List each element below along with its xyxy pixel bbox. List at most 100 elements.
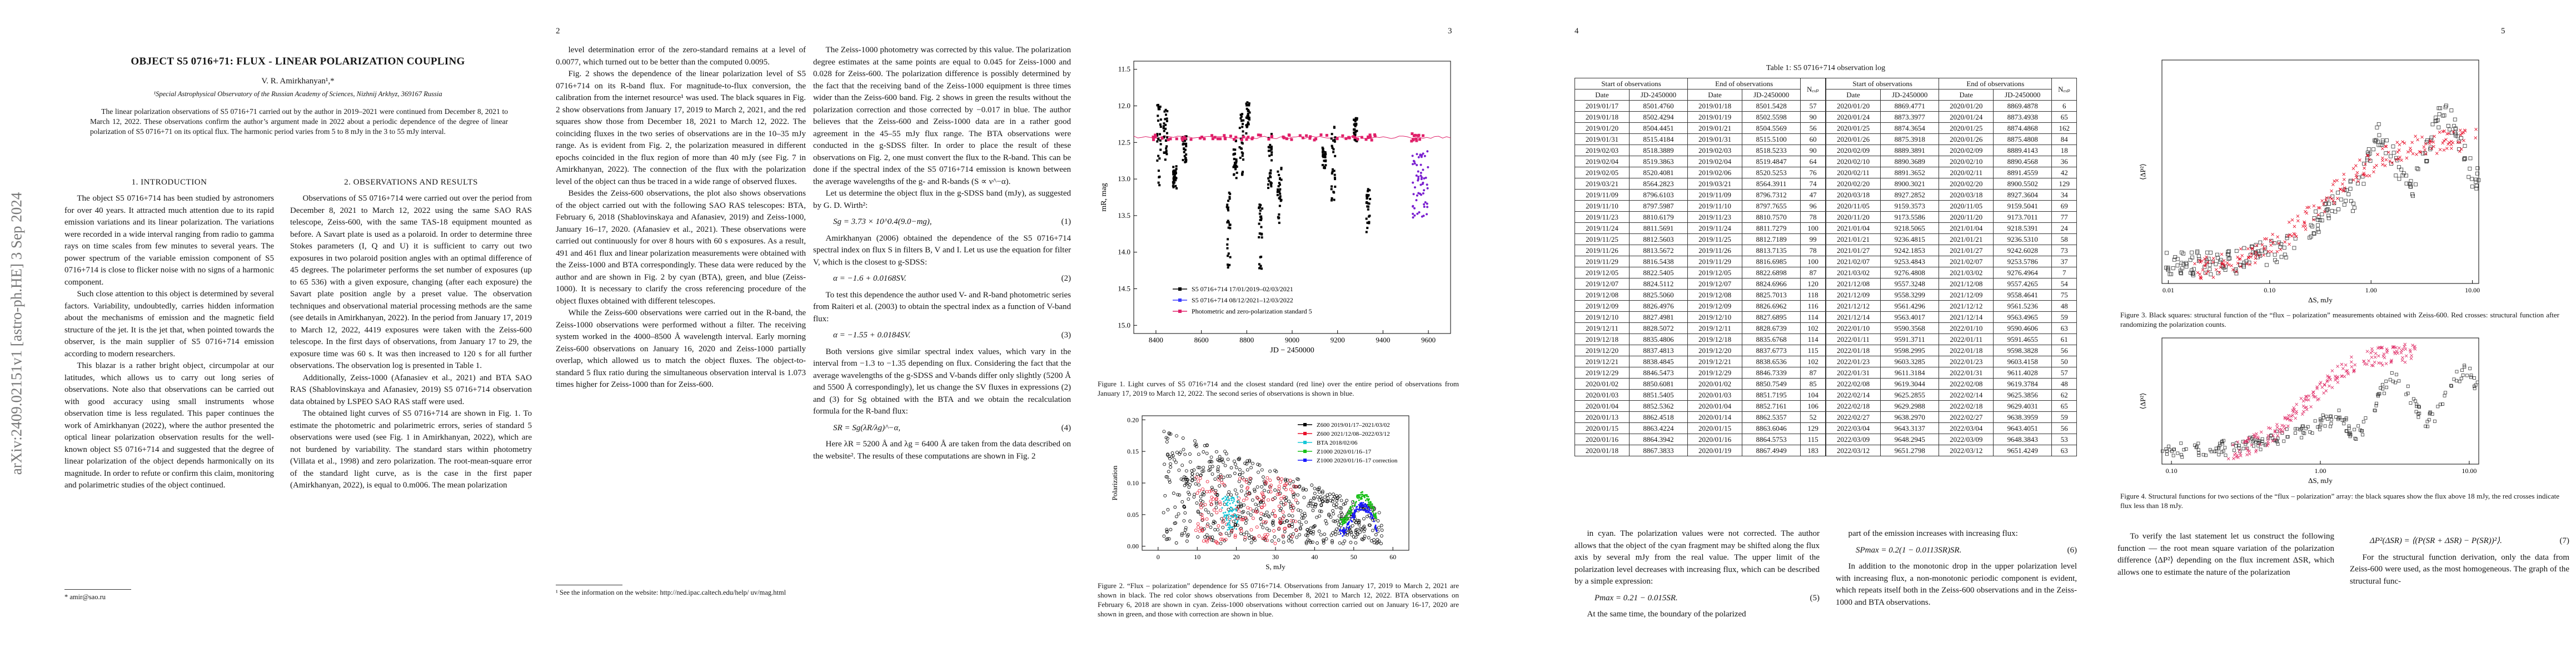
plot-point (1230, 526, 1232, 528)
plot-point (1228, 524, 1230, 526)
y-tick-label: 14.5 (1118, 285, 1130, 293)
table-cell: 7 (2051, 267, 2077, 278)
table-cell: 2021/03/02 (1939, 267, 1994, 278)
plot-point (1278, 177, 1281, 180)
table-cell: 9236.4815 (1880, 233, 1940, 245)
plot-point (1361, 491, 1363, 493)
plot-point (1278, 521, 1282, 525)
table-cell: 2020/01/04 (1575, 400, 1630, 412)
plot-point (2309, 235, 2313, 238)
paragraph: For the structural function derivation, … (2350, 552, 2569, 586)
header-cell: JD-2450000 (1628, 89, 1688, 101)
equation: α = −1.55 + 0.0184SV. (3) (833, 330, 1071, 342)
footnote: ¹ See the information on the website: ht… (556, 589, 786, 596)
plot-point (1228, 197, 1231, 200)
table-cell: 8869.4771 (1880, 100, 1940, 112)
plot-point (1267, 498, 1270, 502)
plot-point (1349, 514, 1351, 516)
plot-point (2381, 158, 2384, 162)
plot-point (1159, 143, 1162, 146)
plot-point (2325, 207, 2330, 211)
paper-title: OBJECT S5 0716+71: FLUX - LINEAR POLARIZ… (131, 56, 465, 67)
plot-point (1292, 519, 1295, 522)
paragraph: The obtained light curves of S5 0716+714… (290, 409, 532, 490)
table-cell: 9619.3044 (1880, 378, 1940, 390)
plot-point (2259, 430, 2263, 434)
plot-point (1255, 525, 1259, 529)
y-tick-label: 13.5 (1118, 211, 1130, 220)
table-cell: 2022/02/18 (1939, 400, 1994, 412)
plot-point (1196, 535, 1200, 539)
plot-point (1164, 158, 1167, 161)
plot-point (1214, 489, 1218, 492)
plot-point (1336, 496, 1340, 499)
plot-point (1242, 135, 1245, 138)
plot-point (2424, 152, 2428, 156)
table-cell: 2019/12/11 (1575, 322, 1630, 334)
plot-point (1253, 487, 1256, 491)
table-cell: 2020/02/09 (1825, 145, 1881, 156)
table-cell: 9625.3856 (1993, 389, 2052, 401)
plot-point (2320, 218, 2324, 222)
table-cell: 9603.3285 (1880, 356, 1940, 367)
plot-point (1259, 265, 1262, 267)
plot-point (2436, 405, 2440, 409)
plot-point (2254, 253, 2258, 257)
table-cell: 9591.4655 (1993, 334, 2052, 345)
plot-point (1306, 534, 1309, 537)
equation-text: α = −1.6 + 0.0168SV. (833, 274, 906, 283)
plot-point (1353, 131, 1356, 134)
plot-point (1298, 526, 1302, 530)
y-tick-label: 0.10 (1127, 479, 1139, 487)
plot-point (2294, 431, 2297, 435)
plot-point (2313, 419, 2317, 423)
plot-point (1262, 520, 1265, 524)
plot-point (2292, 406, 2295, 410)
plot-point (1342, 502, 1346, 506)
plot-point (1313, 486, 1317, 490)
plot-point (1210, 502, 1213, 506)
plot-point (2349, 178, 2353, 183)
table-cell: 2019/03/21 (1687, 178, 1743, 190)
plot-point (2336, 191, 2340, 195)
plot-point (1313, 491, 1317, 495)
plot-point (2461, 373, 2465, 377)
plot-point (1159, 126, 1162, 128)
plot-point (1277, 216, 1279, 218)
plot-point (1226, 457, 1230, 461)
table-cell: 2020/11/05 (1825, 200, 1881, 212)
table-cell: 9558.3299 (1880, 289, 1940, 301)
plot-point (1287, 524, 1291, 528)
plot-point (2384, 158, 2388, 162)
plot-point (2336, 197, 2339, 200)
plot-point (1265, 539, 1269, 542)
plot-point (2435, 152, 2439, 155)
plot-point (2179, 271, 2184, 276)
table-cell: 8851.5405 (1628, 389, 1688, 401)
plot-point (1316, 541, 1319, 545)
plot-point (1323, 166, 1326, 168)
plot-point (2254, 243, 2258, 247)
plot-point (1265, 476, 1269, 480)
plot-point (1232, 502, 1234, 504)
plot-point (2288, 418, 2292, 422)
table-cell: 2021/12/09 (1939, 289, 1994, 301)
plot-point (1415, 174, 1418, 177)
plot-point (1247, 103, 1250, 106)
paragraph: In addition to the monotonic drop in the… (1836, 562, 2077, 607)
table-cell: 65 (2051, 111, 2077, 123)
plot-point (2462, 139, 2465, 142)
plot-point (1228, 499, 1230, 501)
plot-point (1247, 136, 1250, 139)
plot-point (1244, 516, 1248, 520)
equation: Pmax = 0.21 − 0.015SR. (5) (1595, 593, 1820, 605)
plot-point (1357, 523, 1361, 527)
header-row: Date JD-2450000 Date JD-2450000 Date JD-24500… (1575, 89, 2077, 101)
plot-point (1417, 170, 1419, 173)
plot-point (1319, 495, 1323, 499)
plot-point (1265, 510, 1269, 514)
plot-point (1375, 512, 1377, 514)
plot-point (1413, 162, 1416, 165)
plot-point (2325, 196, 2329, 200)
x-axis-label: S, mJy (1265, 563, 1285, 571)
